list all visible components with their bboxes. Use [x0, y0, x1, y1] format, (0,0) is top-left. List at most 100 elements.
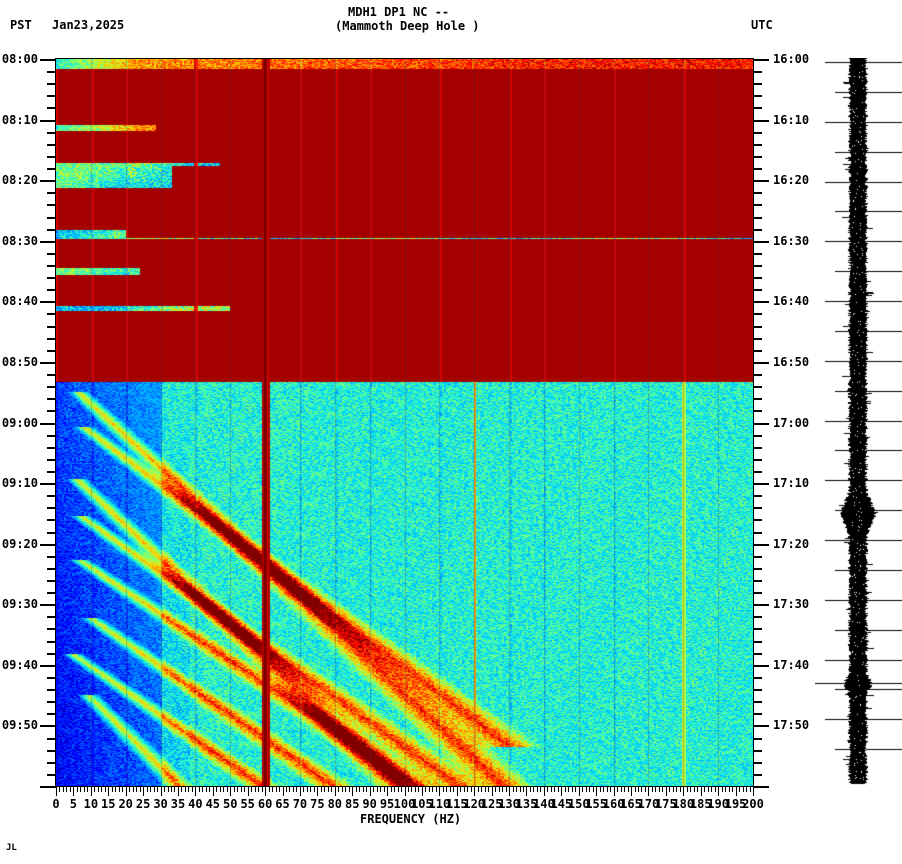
time-tick-minor-right — [753, 458, 762, 461]
freq-tick-minor — [516, 787, 517, 792]
time-tick-minor-left — [47, 289, 56, 292]
time-tick-minor-left — [47, 495, 56, 498]
freq-tick-minor — [572, 787, 573, 792]
freq-tick-minor — [729, 787, 730, 792]
freq-tick-minor — [607, 787, 608, 792]
freq-label: 20 — [118, 797, 133, 811]
time-tick-minor-right — [753, 71, 762, 74]
seismogram-trace-canvas — [815, 58, 902, 787]
time-tick-minor-left — [47, 628, 56, 631]
freq-label: 150 — [567, 797, 590, 811]
freq-tick-minor — [258, 787, 259, 792]
freq-tick-minor — [140, 787, 141, 792]
time-label-pst: 09:10 — [1, 476, 38, 491]
freq-tick-minor — [136, 787, 137, 792]
freq-label: 30 — [153, 797, 168, 811]
freq-tick-minor — [338, 787, 339, 792]
time-tick-major-left — [40, 240, 56, 243]
time-tick-minor-right — [753, 95, 762, 98]
seismogram-trace[interactable] — [815, 58, 902, 787]
time-tick-minor-left — [47, 749, 56, 752]
time-tick-minor-left — [47, 374, 56, 377]
freq-tick-major — [422, 787, 423, 796]
time-label-utc: 17:00 — [773, 415, 810, 430]
time-tick-minor-right — [753, 192, 762, 195]
freq-tick-minor — [739, 787, 740, 792]
time-tick-minor-left — [47, 252, 56, 255]
time-tick-major-left — [40, 604, 56, 607]
time-tick-minor-left — [47, 83, 56, 86]
time-tick-major-left — [40, 664, 56, 667]
freq-label: 120 — [463, 797, 486, 811]
freq-tick-minor — [181, 787, 182, 792]
time-label-utc: 16:00 — [773, 52, 810, 66]
freq-tick-minor — [603, 787, 604, 792]
time-tick-major-left — [40, 543, 56, 546]
time-label-utc: 17:40 — [773, 657, 810, 672]
freq-tick-major — [335, 787, 336, 796]
freq-label: 75 — [310, 797, 325, 811]
freq-tick-minor — [255, 787, 256, 792]
time-label-utc: 17:30 — [773, 597, 810, 612]
freq-tick-major — [213, 787, 214, 796]
time-tick-minor-right — [753, 749, 762, 752]
freq-tick-major — [300, 787, 301, 796]
spectrogram-canvas — [56, 59, 753, 786]
freq-tick-minor — [429, 787, 430, 792]
time-tick-minor-right — [753, 434, 762, 437]
freq-tick-minor — [506, 787, 507, 792]
time-tick-minor-left — [47, 410, 56, 413]
freq-label: 175 — [655, 797, 677, 811]
time-tick-minor-left — [47, 458, 56, 461]
freq-tick-minor — [621, 787, 622, 792]
time-tick-major-right — [753, 119, 769, 122]
time-tick-minor-right — [753, 83, 762, 86]
time-tick-minor-left — [47, 555, 56, 558]
time-tick-minor-right — [753, 592, 762, 595]
freq-tick-minor — [704, 787, 705, 792]
time-tick-minor-left — [47, 337, 56, 340]
freq-tick-minor — [638, 787, 639, 792]
time-tick-major-right — [753, 180, 769, 183]
freq-tick-minor — [540, 787, 541, 792]
freq-tick-minor — [669, 787, 670, 792]
freq-tick-major — [648, 787, 649, 796]
freq-tick-major — [457, 787, 458, 796]
freq-label: 195 — [724, 797, 747, 811]
time-tick-minor-left — [47, 737, 56, 740]
freq-tick-minor — [84, 787, 85, 792]
freq-tick-minor — [359, 787, 360, 792]
time-label-pst: 08:50 — [1, 354, 38, 369]
time-tick-minor-right — [753, 555, 762, 558]
freq-tick-minor — [321, 787, 322, 792]
freq-tick-minor — [87, 787, 88, 792]
timezone-label-right: UTC — [751, 18, 773, 32]
freq-tick-minor — [586, 787, 587, 792]
freq-tick-minor — [537, 787, 538, 792]
freq-tick-minor — [746, 787, 747, 792]
freq-label: 70 — [292, 797, 308, 811]
time-label-pst: 09:40 — [1, 657, 38, 672]
freq-tick-minor — [377, 787, 378, 792]
time-tick-minor-right — [753, 761, 762, 764]
time-tick-minor-right — [753, 507, 762, 510]
time-tick-minor-left — [47, 531, 56, 534]
freq-tick-minor — [164, 787, 165, 792]
time-tick-minor-right — [753, 640, 762, 643]
time-tick-minor-left — [47, 507, 56, 510]
station-subtitle: (Mammoth Deep Hole ) — [335, 19, 480, 33]
time-label-pst: 08:40 — [1, 294, 38, 309]
freq-tick-minor — [192, 787, 193, 792]
time-tick-major-right — [753, 422, 769, 425]
freq-label: 10 — [83, 797, 99, 811]
freq-tick-major — [161, 787, 162, 796]
freq-tick-minor — [147, 787, 148, 792]
spectrogram-plot[interactable] — [56, 59, 753, 786]
freq-tick-minor — [551, 787, 552, 792]
freq-tick-minor — [241, 787, 242, 792]
freq-tick-minor — [436, 787, 437, 792]
time-tick-minor-right — [753, 773, 762, 776]
freq-tick-major — [248, 787, 249, 796]
time-label-pst: 08:00 — [1, 52, 38, 66]
freq-tick-minor — [342, 787, 343, 792]
